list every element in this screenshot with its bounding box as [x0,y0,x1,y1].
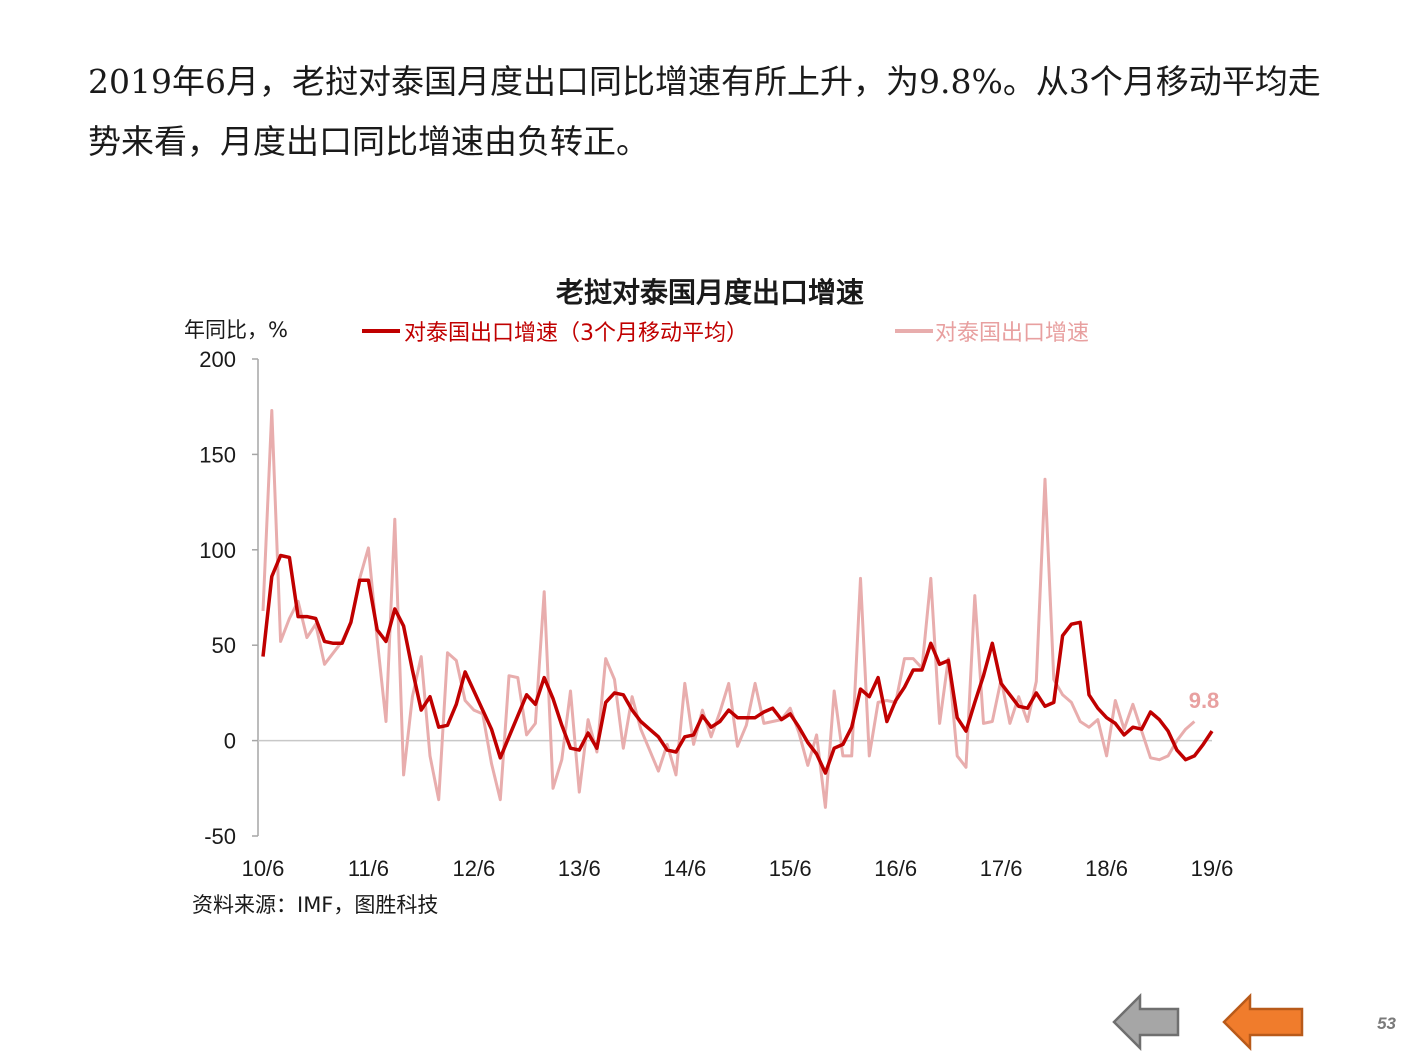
source-note: 资料来源：IMF，图胜科技 [192,893,438,917]
x-tick-label: 14/6 [663,856,706,881]
series-line-monthly [261,409,1196,809]
x-tick-label: 13/6 [558,856,601,881]
x-axis: 10/6 11/6 12/6 13/6 14/6 15/6 16/6 17/6 18/6 19/6 [242,739,1234,881]
legend-label-monthly: 对泰国出口增速 [935,321,1089,346]
x-tick-label: 15/6 [769,856,812,881]
series-line-moving-average [261,553,1214,775]
legend-label-moving-average: 对泰国出口增速（3个月移动平均） [404,321,748,346]
left-arrow-icon [1112,992,1180,1052]
page-number: 53 [1377,1014,1396,1033]
x-tick-label: 16/6 [874,856,917,881]
y-tick-label: 200 [199,347,236,372]
chart-title: 老挝对泰国月度出口增速 [556,276,864,309]
y-tick-label: -50 [204,824,236,849]
slide-headline: 2019年6月，老挝对泰国月度出口同比增速有所上升，为9.8%。从3个月移动平均… [88,62,1321,161]
y-tick-label: 100 [199,538,236,563]
y-axis-label: 年同比，% [184,318,288,342]
x-tick-label: 17/6 [980,856,1023,881]
y-tick-label: 150 [199,442,236,467]
x-tick-label: 11/6 [348,856,389,881]
series-layer [261,409,1214,809]
x-tick-label: 19/6 [1191,856,1234,881]
end-value-label: 9.8 [1189,688,1220,713]
y-tick-label: 0 [224,729,236,754]
x-tick-label: 10/6 [242,856,285,881]
previous-page-button[interactable] [1110,992,1202,1052]
y-tick-label: 50 [212,633,236,658]
y-axis: -50 0 50 100 150 200 [199,347,259,849]
x-tick-label: 18/6 [1085,856,1128,881]
next-page-button[interactable] [1220,992,1312,1052]
legend: 对泰国出口增速（3个月移动平均） 对泰国出口增速 [362,321,1089,346]
left-arrow-icon [1222,992,1304,1052]
x-tick-label: 12/6 [452,856,495,881]
